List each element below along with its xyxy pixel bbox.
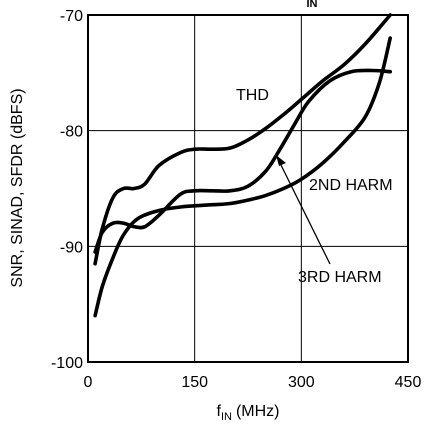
y-axis-label: SNR, SINAD, SFDR (dBFS) <box>9 88 26 287</box>
annotation-arrow-line <box>276 156 331 265</box>
y-tick-label: -90 <box>60 239 83 256</box>
annotation-arrow-head <box>276 155 286 166</box>
x-axis-label-unit: (MHz) <box>236 403 280 420</box>
x-tick-label: 0 <box>84 374 93 391</box>
series-line-2nd-harm <box>93 68 392 254</box>
chart-top-text: IN <box>307 0 318 10</box>
series-line-3rd-harm <box>93 36 392 318</box>
x-tick-label: 300 <box>288 374 315 391</box>
y-tick-label: -100 <box>51 355 83 372</box>
series-line-thd <box>93 13 392 266</box>
annotation-2nd-harm: 2ND HARM <box>309 177 393 194</box>
chart-top-text-sub: IN <box>307 0 318 10</box>
x-tick-label: 450 <box>395 374 422 391</box>
annotation-thd: THD <box>236 87 269 104</box>
x-tick-label: 150 <box>181 374 208 391</box>
y-tick-label: -80 <box>60 124 83 141</box>
y-tick-labels: -100 -90 -80 -70 <box>51 8 83 372</box>
x-tick-labels: 0 150 300 450 <box>84 374 422 391</box>
annotation-3rd-harm: 3RD HARM <box>298 269 382 286</box>
x-axis-label-sub: IN <box>221 411 232 423</box>
plot-frame <box>87 14 409 363</box>
x-axis-label-main: f <box>217 403 222 420</box>
series-lines <box>93 13 392 318</box>
y-tick-label: -70 <box>60 8 83 25</box>
x-axis-label: fIN (MHz) <box>217 403 280 423</box>
